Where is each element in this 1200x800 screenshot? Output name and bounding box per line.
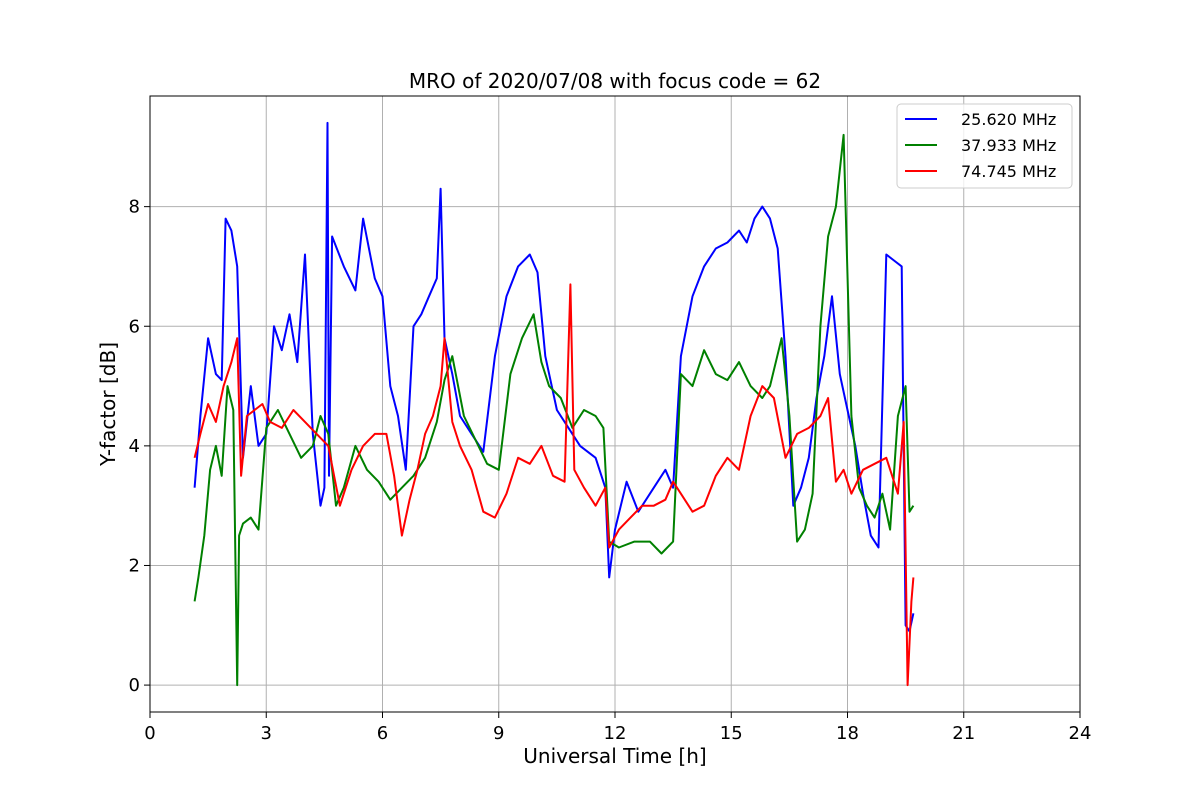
series-line-2: [193, 133, 915, 687]
x-tick-label: 18: [836, 723, 859, 744]
x-axis-label: Universal Time [h]: [523, 744, 706, 768]
series-line-3: [193, 283, 915, 687]
chart-title: MRO of 2020/07/08 with focus code = 62: [409, 69, 821, 93]
y-tick-label: 0: [129, 675, 140, 696]
x-tick-label: 21: [952, 723, 975, 744]
y-axis-label: Y-factor [dB]: [96, 342, 120, 467]
legend-label: 74.745 MHz: [961, 162, 1056, 181]
x-tick-label: 12: [604, 723, 627, 744]
x-tick-label: 24: [1069, 723, 1092, 744]
x-tick-label: 9: [493, 723, 504, 744]
y-axis: 0 2 4 6 8: [129, 197, 150, 696]
legend-label: 37.933 MHz: [961, 136, 1056, 155]
x-axis: 0 3 6 9 12 15 18 21 24: [144, 712, 1091, 744]
y-tick-label: 8: [129, 197, 140, 218]
y-tick-label: 2: [129, 555, 140, 576]
x-tick-label: 0: [144, 723, 155, 744]
y-tick-label: 6: [129, 316, 140, 337]
x-tick-label: 6: [377, 723, 388, 744]
x-tick-label: 15: [720, 723, 743, 744]
legend: 25.620 MHz 37.933 MHz 74.745 MHz: [896, 103, 1073, 189]
x-tick-label: 3: [261, 723, 272, 744]
legend-box: [896, 103, 1073, 189]
y-tick-label: 4: [129, 436, 140, 457]
legend-label: 25.620 MHz: [961, 110, 1056, 129]
series-line-1: [193, 121, 915, 633]
plot-area: [193, 121, 915, 687]
